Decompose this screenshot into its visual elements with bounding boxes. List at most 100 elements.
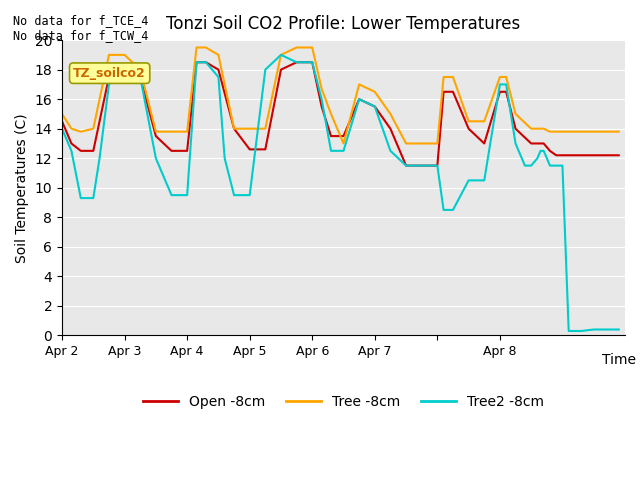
Open -8cm xyxy=(540,141,548,146)
Tree -8cm xyxy=(202,45,210,50)
Tree -8cm xyxy=(230,126,238,132)
Tree2 -8cm xyxy=(521,163,529,168)
Tree2 -8cm xyxy=(496,82,504,87)
Open -8cm xyxy=(318,104,326,109)
Tree -8cm xyxy=(58,111,66,117)
Open -8cm xyxy=(193,60,200,65)
Tree2 -8cm xyxy=(615,326,623,332)
Open -8cm xyxy=(202,60,210,65)
Open -8cm xyxy=(402,163,410,168)
Tree2 -8cm xyxy=(58,126,66,132)
Open -8cm xyxy=(502,89,510,95)
Open -8cm xyxy=(340,133,348,139)
Tree -8cm xyxy=(318,86,326,92)
Tree -8cm xyxy=(136,67,144,72)
Open -8cm xyxy=(449,89,457,95)
Tree -8cm xyxy=(502,74,510,80)
Open -8cm xyxy=(277,67,285,72)
Tree -8cm xyxy=(68,126,76,132)
Tree -8cm xyxy=(90,126,97,132)
Open -8cm xyxy=(433,163,441,168)
Open -8cm xyxy=(571,152,579,158)
Open -8cm xyxy=(77,148,84,154)
Tree -8cm xyxy=(183,129,191,134)
Text: TZ_soilco2: TZ_soilco2 xyxy=(74,67,146,80)
Tree -8cm xyxy=(121,52,129,58)
Open -8cm xyxy=(152,133,160,139)
Open -8cm xyxy=(371,104,379,109)
Open -8cm xyxy=(512,126,520,132)
Open -8cm xyxy=(590,152,598,158)
Tree -8cm xyxy=(496,74,504,80)
Tree -8cm xyxy=(433,141,441,146)
Open -8cm xyxy=(481,141,488,146)
Tree -8cm xyxy=(527,126,535,132)
X-axis label: Time: Time xyxy=(602,353,636,367)
Tree -8cm xyxy=(277,52,285,58)
Line: Tree -8cm: Tree -8cm xyxy=(62,48,619,144)
Open -8cm xyxy=(68,141,76,146)
Open -8cm xyxy=(121,67,129,72)
Tree -8cm xyxy=(262,126,269,132)
Tree -8cm xyxy=(340,141,348,146)
Tree -8cm xyxy=(590,129,598,134)
Open -8cm xyxy=(496,89,504,95)
Tree -8cm xyxy=(440,74,447,80)
Open -8cm xyxy=(615,152,623,158)
Open -8cm xyxy=(577,152,585,158)
Open -8cm xyxy=(308,60,316,65)
Tree -8cm xyxy=(105,52,113,58)
Open -8cm xyxy=(58,119,66,124)
Y-axis label: Soil Temperatures (C): Soil Temperatures (C) xyxy=(15,113,29,263)
Line: Open -8cm: Open -8cm xyxy=(62,62,619,166)
Open -8cm xyxy=(387,126,394,132)
Tree -8cm xyxy=(449,74,457,80)
Tree2 -8cm xyxy=(277,52,285,58)
Tree -8cm xyxy=(152,129,160,134)
Open -8cm xyxy=(136,74,144,80)
Tree -8cm xyxy=(546,129,554,134)
Tree -8cm xyxy=(308,45,316,50)
Tree -8cm xyxy=(77,129,84,134)
Tree2 -8cm xyxy=(246,192,253,198)
Tree2 -8cm xyxy=(230,192,238,198)
Tree -8cm xyxy=(292,45,300,50)
Tree -8cm xyxy=(465,119,472,124)
Tree -8cm xyxy=(481,119,488,124)
Tree -8cm xyxy=(534,126,541,132)
Line: Tree2 -8cm: Tree2 -8cm xyxy=(62,55,619,331)
Open -8cm xyxy=(565,152,573,158)
Tree -8cm xyxy=(559,129,566,134)
Open -8cm xyxy=(602,152,610,158)
Tree2 -8cm xyxy=(565,328,573,334)
Tree -8cm xyxy=(552,129,560,134)
Open -8cm xyxy=(230,126,238,132)
Tree -8cm xyxy=(540,126,548,132)
Tree -8cm xyxy=(214,52,222,58)
Open -8cm xyxy=(246,146,253,152)
Open -8cm xyxy=(168,148,175,154)
Open -8cm xyxy=(546,148,554,154)
Open -8cm xyxy=(90,148,97,154)
Tree -8cm xyxy=(402,141,410,146)
Open -8cm xyxy=(105,74,113,80)
Tree -8cm xyxy=(371,89,379,95)
Tree -8cm xyxy=(355,82,363,87)
Open -8cm xyxy=(559,152,566,158)
Legend: Open -8cm, Tree -8cm, Tree2 -8cm: Open -8cm, Tree -8cm, Tree2 -8cm xyxy=(138,390,549,415)
Tree -8cm xyxy=(571,129,579,134)
Tree -8cm xyxy=(246,126,253,132)
Open -8cm xyxy=(418,163,426,168)
Open -8cm xyxy=(440,89,447,95)
Open -8cm xyxy=(327,133,335,139)
Open -8cm xyxy=(183,148,191,154)
Open -8cm xyxy=(527,141,535,146)
Open -8cm xyxy=(552,152,560,158)
Tree2 -8cm xyxy=(602,326,610,332)
Text: No data for f_TCE_4
No data for f_TCW_4: No data for f_TCE_4 No data for f_TCW_4 xyxy=(13,14,148,42)
Tree -8cm xyxy=(615,129,623,134)
Tree -8cm xyxy=(602,129,610,134)
Title: Tonzi Soil CO2 Profile: Lower Temperatures: Tonzi Soil CO2 Profile: Lower Temperatur… xyxy=(166,15,520,33)
Tree -8cm xyxy=(193,45,200,50)
Open -8cm xyxy=(355,96,363,102)
